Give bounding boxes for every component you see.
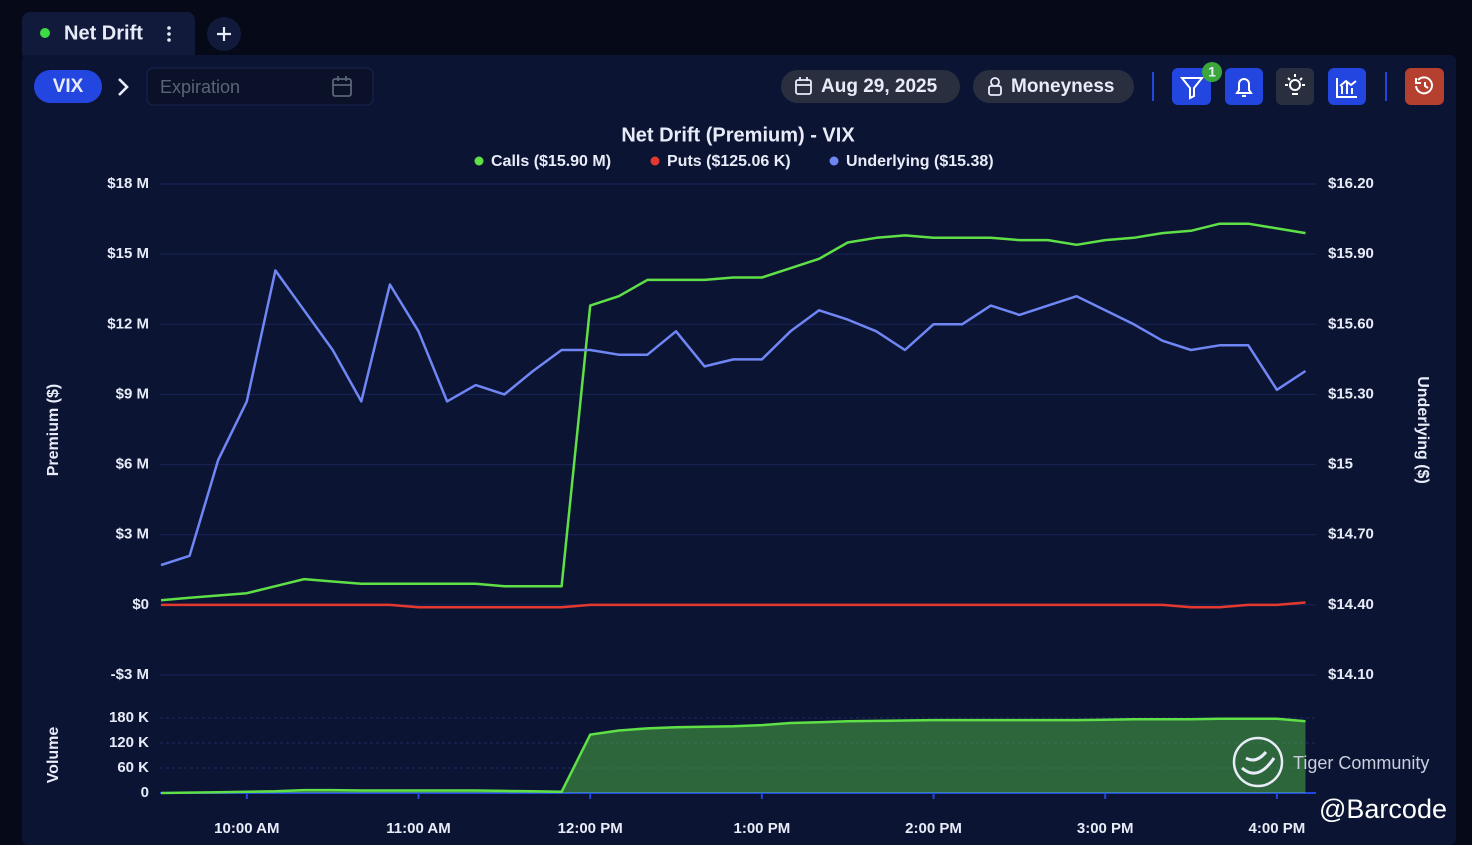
chart-icon [1336, 78, 1357, 98]
date-chip[interactable] [781, 70, 960, 103]
x-tick-label: 11:00 AM [386, 820, 450, 837]
y2-axis-label: Underlying ($) [1414, 376, 1431, 484]
alert-button[interactable] [1225, 68, 1263, 105]
expiration-placeholder: Expiration [160, 77, 240, 97]
tab-status [40, 28, 50, 38]
series-line [161, 601, 1306, 609]
x-tick-label: 10:00 AM [214, 820, 279, 837]
x-tick-label: 3:00 PM [1077, 820, 1134, 837]
filter-badge: 1 [1208, 64, 1216, 80]
bulb-icon [1285, 74, 1305, 95]
legend-label: Underlying ($15.38) [846, 153, 994, 170]
chart-title: Net Drift (Premium) - VIX [621, 124, 855, 146]
reset-icon [1415, 76, 1433, 95]
date[interactable]: Aug 29, 2025 [821, 76, 938, 97]
watermark-logo-mark [1241, 751, 1276, 775]
y-tick-label: $3 M [116, 526, 149, 543]
watermark-logo [1232, 736, 1284, 788]
theme-button[interactable] [1276, 68, 1314, 105]
y-axis-label: Premium ($) [45, 384, 62, 476]
series-line [160, 269, 1307, 567]
y-tick-label: -$3 M [111, 666, 149, 683]
x-tick-label: 2:00 PM [905, 820, 962, 837]
area-line [160, 717, 1306, 795]
symbol-chip[interactable] [34, 70, 102, 103]
legend-marker [650, 156, 660, 166]
area-fill [161, 718, 1306, 793]
y-tick-label: 180 K [109, 709, 149, 726]
y-tick-label: $0 [132, 596, 149, 613]
filter-icon [1179, 77, 1205, 100]
x-tick-label: 1:00 PM [734, 820, 791, 837]
add-icon [217, 27, 231, 41]
x-tick-label: 12:00 PM [558, 820, 623, 837]
moneyness-icon [988, 77, 1002, 96]
y-tick-label: 60 K [117, 759, 149, 776]
watermark: Tiger Community @Barcode [1232, 736, 1447, 824]
tab-title[interactable]: Net Drift [64, 22, 143, 44]
moneyness-chip[interactable] [973, 70, 1134, 103]
y2-tick-label: $14.10 [1328, 666, 1374, 683]
series-line [160, 222, 1306, 602]
expiration-input[interactable] [146, 67, 374, 106]
y-tick-label: $12 M [107, 315, 149, 332]
y2-tick-label: $14.70 [1328, 526, 1374, 543]
legend-label: Calls ($15.90 M) [491, 153, 611, 170]
y2-tick-label: $15.90 [1328, 245, 1374, 262]
moneyness[interactable]: Moneyness [1011, 76, 1114, 97]
x-tick-label: 4:00 PM [1249, 820, 1306, 837]
y-tick-label: $6 M [116, 456, 149, 473]
y-tick-label: $15 M [107, 245, 149, 262]
y-tick-label: $9 M [116, 385, 149, 402]
y2-tick-label: $15 [1328, 456, 1353, 473]
y-tick-label: $18 M [107, 175, 149, 192]
y2-tick-label: $14.40 [1328, 596, 1374, 613]
chevron [118, 78, 129, 96]
y-tick-label: 0 [141, 784, 149, 801]
bell-icon [1235, 78, 1253, 97]
panel [22, 55, 1456, 845]
watermark-brand: Tiger Community [1293, 753, 1429, 773]
y2-tick-label: $15.30 [1328, 385, 1374, 402]
volume-axis-label: Volume [45, 727, 62, 784]
symbol[interactable]: VIX [53, 76, 84, 97]
tab[interactable] [22, 12, 195, 60]
y2-tick-label: $16.20 [1328, 175, 1374, 192]
y2-tick-label: $15.60 [1328, 315, 1374, 332]
legend-label: Puts ($125.06 K) [667, 153, 791, 170]
legend-marker [829, 156, 839, 166]
legend-marker [474, 156, 484, 166]
watermark-handle: @Barcode [1319, 794, 1447, 824]
date-icon [795, 77, 812, 95]
filter-badge-bg [1202, 62, 1222, 82]
y-tick-label: 120 K [109, 734, 149, 751]
tab-menu[interactable] [167, 26, 171, 42]
calendar-icon [332, 76, 352, 97]
